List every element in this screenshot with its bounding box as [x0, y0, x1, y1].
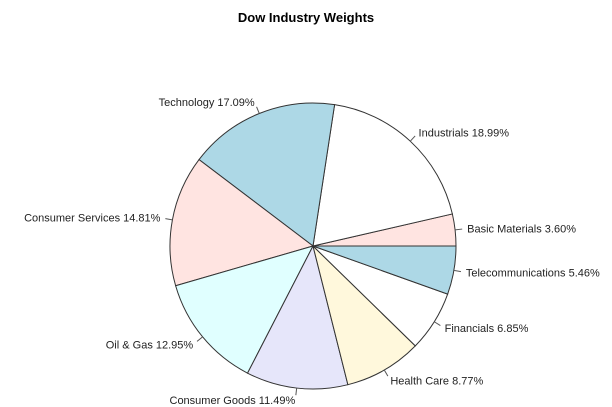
- label-consumer-services: Consumer Services 14.81%: [24, 213, 161, 225]
- label-basic-materials: Basic Materials 3.60%: [467, 223, 576, 235]
- leader-lines: [165, 106, 463, 396]
- leader-financials: [434, 321, 441, 326]
- label-oil-gas: Oil & Gas 12.95%: [106, 340, 194, 352]
- slice-consumer-goods: [246, 244, 349, 390]
- leader-consumer-services: [165, 218, 173, 221]
- slice-technology: [198, 102, 336, 247]
- label-consumer-goods: Consumer Goods 11.49%: [170, 395, 296, 407]
- leader-oil-gas: [196, 336, 203, 342]
- slice-oil-gas: [175, 245, 314, 374]
- leader-consumer-goods: [295, 388, 298, 396]
- leader-technology: [256, 106, 260, 114]
- slice-consumer-services: [169, 158, 315, 287]
- label-technology: Technology 17.09%: [159, 97, 255, 109]
- leader-telecommunications: [453, 269, 462, 273]
- leader-industrials: [409, 135, 416, 142]
- label-health-care: Health Care 8.77%: [390, 376, 483, 388]
- label-telecommunications: Telecommunications 5.46%: [466, 267, 600, 279]
- pie-slices: [169, 102, 457, 390]
- chart-title: Dow Industry Weights: [238, 10, 374, 25]
- slice-telecommunications: [312, 245, 457, 295]
- slice-labels: Basic Materials 3.60% Industrials 18.99% T…: [24, 97, 600, 407]
- leader-basic-materials: [455, 228, 463, 231]
- label-industrials: Industrials 18.99%: [419, 127, 510, 139]
- label-financials: Financials 6.85%: [445, 323, 529, 335]
- leader-health-care: [383, 369, 389, 377]
